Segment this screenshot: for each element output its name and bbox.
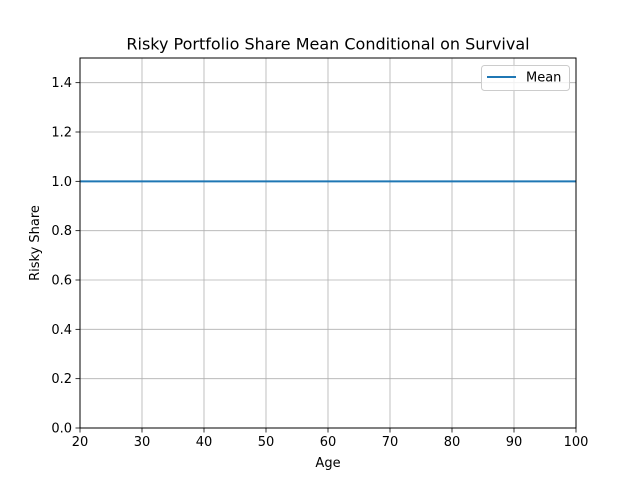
x-tick-label: 60 xyxy=(320,435,337,450)
y-axis-ticks: 0.0 0.2 0.4 0.6 0.8 1.0 1.2 1.4 xyxy=(51,76,80,437)
x-tick-label: 30 xyxy=(134,435,151,450)
y-tick-label: 0.2 xyxy=(51,372,72,387)
y-tick-label: 0.4 xyxy=(51,323,72,338)
x-tick-label: 40 xyxy=(196,435,213,450)
chart-title: Risky Portfolio Share Mean Conditional o… xyxy=(126,35,529,54)
x-tick-label: 90 xyxy=(506,435,523,450)
x-tick-label: 50 xyxy=(258,435,275,450)
y-tick-label: 0.8 xyxy=(51,224,72,239)
y-tick-label: 1.2 xyxy=(51,126,72,141)
grid-lines xyxy=(79,58,577,429)
legend-label: Mean xyxy=(526,71,561,86)
y-tick-label: 0.0 xyxy=(51,422,72,437)
x-axis-label: Age xyxy=(315,456,340,471)
legend: Mean xyxy=(481,65,570,91)
x-tick-label: 20 xyxy=(72,435,89,450)
x-tick-label: 70 xyxy=(382,435,399,450)
x-axis-ticks: 20 30 40 50 60 70 80 90 100 xyxy=(72,428,589,450)
legend-frame xyxy=(481,65,570,91)
x-tick-label: 100 xyxy=(564,435,589,450)
y-tick-label: 0.6 xyxy=(51,274,72,289)
y-tick-label: 1.0 xyxy=(51,175,72,190)
y-tick-label: 1.4 xyxy=(51,76,72,91)
x-tick-label: 80 xyxy=(444,435,461,450)
y-axis-label: Risky Share xyxy=(28,205,43,281)
